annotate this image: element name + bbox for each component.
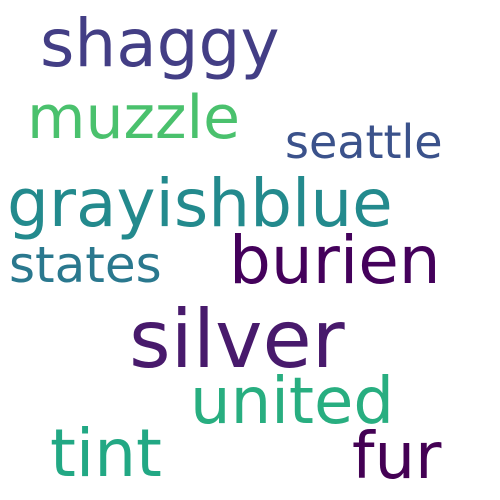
word-states: states xyxy=(9,236,162,294)
word-grayishblue: grayishblue xyxy=(7,165,393,242)
word-muzzle: muzzle xyxy=(27,83,241,153)
word-seattle: seattle xyxy=(285,115,443,169)
word-fur: fur xyxy=(352,420,442,494)
word-silver: silver xyxy=(129,293,345,386)
word-tint: tint xyxy=(50,415,162,492)
word-burien: burien xyxy=(229,222,441,299)
word-shaggy: shaggy xyxy=(40,5,280,82)
word-united: united xyxy=(190,365,394,439)
